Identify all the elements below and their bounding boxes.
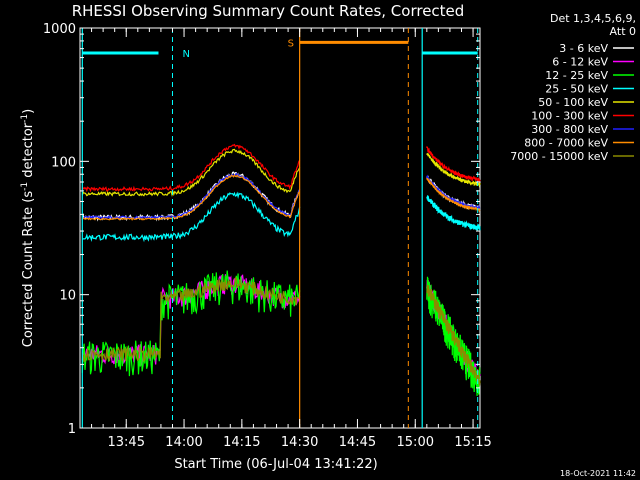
night-label: N — [182, 49, 189, 60]
chart-title: RHESSI Observing Summary Count Rates, Co… — [72, 2, 465, 20]
series-line — [426, 195, 481, 231]
x-tick-label: 13:45 — [108, 435, 145, 450]
y-tick-label: 10 — [59, 289, 76, 304]
series-line — [81, 277, 301, 363]
x-tick-label: 14:45 — [339, 435, 376, 450]
series-line — [81, 143, 301, 193]
series-line — [426, 177, 481, 213]
x-tick-label: 14:30 — [281, 435, 318, 450]
series-line — [426, 152, 481, 188]
x-axis: 13:45 14:00 14:15 14:30 14:45 15:00 15:15 — [91, 28, 492, 450]
x-tick-label: 14:00 — [165, 435, 202, 450]
y-tick-label: 1000 — [43, 22, 76, 37]
series-line — [81, 174, 301, 221]
x-axis-label: Start Time (06-Jul-04 13:41:22) — [174, 457, 377, 472]
legend-label: 12 - 25 keV — [545, 69, 608, 82]
legend-label: 50 - 100 keV — [538, 96, 608, 109]
x-tick-label: 15:15 — [454, 435, 491, 450]
y-tick-label: 100 — [51, 155, 76, 170]
legend-label: 6 - 12 keV — [552, 56, 608, 69]
x-tick-label: 15:00 — [397, 435, 434, 450]
series-line — [426, 174, 481, 211]
event-markers: NS — [81, 28, 479, 428]
series-line — [81, 148, 301, 198]
x-tick-label: 14:15 — [223, 435, 260, 450]
y-tick-label: 1 — [68, 422, 76, 437]
legend-label: 800 - 7000 keV — [524, 137, 608, 150]
series-line — [426, 146, 481, 184]
legend-label: 100 - 300 keV — [531, 110, 608, 123]
legend-label: 7000 - 15000 keV — [510, 150, 608, 163]
y-axis: 1 10 100 1000 — [43, 22, 480, 437]
generated-timestamp: 18-Oct-2021 11:42 — [560, 469, 636, 478]
series-line — [426, 285, 481, 386]
saa-label: S — [288, 38, 294, 49]
detector-list: Det 1,3,4,5,6,9, — [550, 12, 636, 25]
data-series-group — [81, 143, 481, 397]
y-axis-label: Corrected Count Rate (s-1 detector-1) — [20, 109, 36, 347]
legend-label: 300 - 800 keV — [531, 123, 608, 136]
legend-label: 25 - 50 keV — [545, 83, 608, 96]
attenuator-state: Att 0 — [610, 25, 636, 38]
legend-label: 3 - 6 keV — [559, 42, 608, 55]
series-line — [82, 191, 301, 243]
